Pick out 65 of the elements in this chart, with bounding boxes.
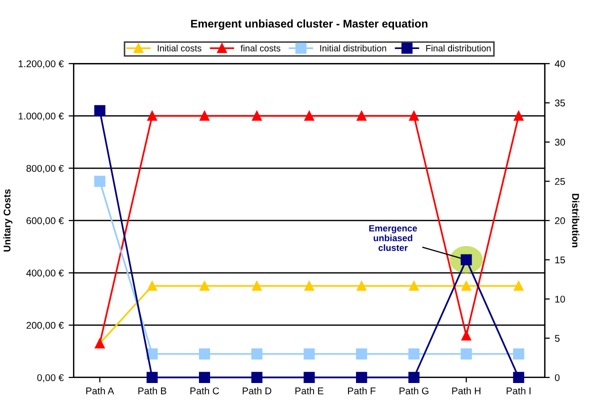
point <box>514 281 524 291</box>
point <box>513 372 524 384</box>
point <box>304 111 314 121</box>
y-tick-label: 1.200,00 € <box>18 60 64 68</box>
point <box>356 348 368 360</box>
point <box>200 111 210 121</box>
y2-tick-label: 20 <box>555 217 565 224</box>
point <box>94 176 106 187</box>
point <box>356 111 366 121</box>
point <box>252 111 262 121</box>
point <box>461 281 472 291</box>
y-tick-label: 600,00 € <box>26 217 64 226</box>
point <box>147 281 158 291</box>
x-tick-label: Path I <box>506 387 530 394</box>
y2-tick-label: 35 <box>554 100 565 106</box>
y-axis-title: Unitary Costs <box>3 189 12 252</box>
legend-label: Initial distribution <box>320 44 386 52</box>
y2-tick-label: 10 <box>555 296 565 303</box>
legend-label: Initial costs <box>158 44 202 52</box>
x-tick-label: Path D <box>242 387 272 394</box>
y2-tick-label: 30 <box>554 138 565 146</box>
y2-axis-title: Distribution <box>572 194 580 248</box>
point <box>408 348 420 360</box>
y-tick-label: 0,00 € <box>37 374 64 382</box>
x-tick-label: Path G <box>400 387 428 394</box>
point <box>408 372 420 384</box>
x-tick-label: Path A <box>86 387 114 394</box>
point <box>356 372 368 384</box>
x-tick-label: Path F <box>348 387 376 394</box>
y-tick-label: 400,00 € <box>26 270 64 278</box>
point <box>146 372 158 384</box>
point <box>460 348 472 360</box>
x-tick-label: Path E <box>295 387 324 394</box>
y2-tick-label: 0 <box>554 374 560 382</box>
point <box>513 348 524 360</box>
point <box>461 330 472 340</box>
legend-label: Final distribution <box>426 44 491 52</box>
point <box>94 105 106 116</box>
point <box>304 348 315 360</box>
chart-title: Emergent unbiased cluster - Master equation <box>191 19 428 30</box>
x-tick-label: Path C <box>190 387 220 394</box>
y-tick-label: 1.000,00 € <box>18 112 64 121</box>
point <box>409 281 419 291</box>
x-tick-label: Path B <box>138 387 166 394</box>
annotation: Emergence unbiased cluster <box>369 225 418 251</box>
point <box>251 348 262 360</box>
point <box>409 111 419 121</box>
y2-tick-label: 5 <box>554 335 560 342</box>
point <box>200 281 210 291</box>
point <box>198 372 210 384</box>
y2-tick-label: 25 <box>555 178 565 185</box>
y-tick-label: 200,00 € <box>26 322 64 330</box>
point <box>356 281 366 291</box>
point <box>198 348 210 360</box>
point <box>514 111 524 121</box>
x-tick-label: Path H <box>452 387 480 394</box>
point <box>252 281 262 291</box>
y2-tick-label: 40 <box>554 60 565 68</box>
point <box>304 372 315 384</box>
point <box>147 111 158 121</box>
point <box>251 372 262 384</box>
y2-tick-label: 15 <box>555 256 565 264</box>
point <box>304 281 314 291</box>
y-tick-label: 800,00 € <box>26 164 64 173</box>
legend-label: final costs <box>240 44 280 52</box>
